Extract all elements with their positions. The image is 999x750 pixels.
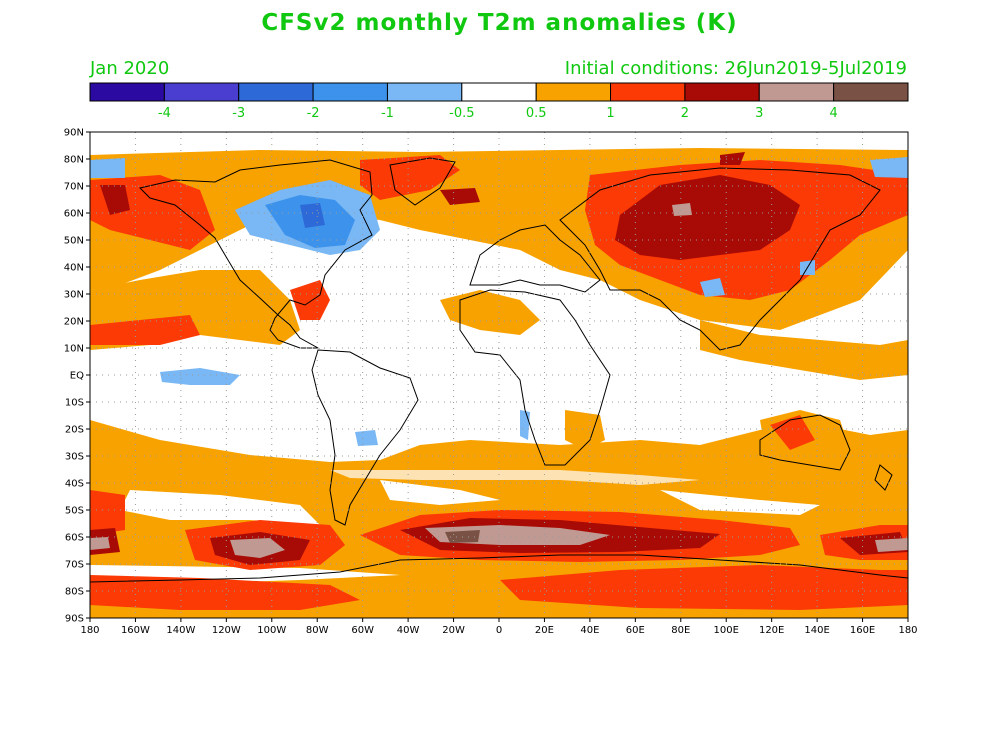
- map-grid: [90, 132, 908, 618]
- lat-tick-label: 60S: [65, 533, 84, 544]
- colorbar-label: -1: [381, 106, 394, 121]
- anomaly-band-darkblue: [300, 203, 325, 228]
- colorbar-swatch: [758, 82, 835, 102]
- lon-tick-label: 100W: [257, 625, 286, 636]
- colorbar-label: 1: [606, 106, 614, 121]
- lat-tick-label: 70N: [64, 182, 84, 193]
- lon-tick-label: 80W: [306, 625, 329, 636]
- lon-tick-label: 180: [80, 625, 99, 636]
- lat-tick-label: 80N: [64, 155, 84, 166]
- colorbar-label: 3: [755, 106, 763, 121]
- colorbar-swatch: [461, 82, 537, 102]
- colorbar-label: -0.5: [449, 106, 474, 121]
- lon-tick-label: 20E: [535, 625, 554, 636]
- colorbar-swatch: [684, 82, 760, 102]
- coast-europe: [469, 224, 601, 293]
- coast-north-america: [139, 159, 373, 349]
- colorbar-swatch: [535, 82, 612, 102]
- page-title: CFSv2 monthly T2m anomalies (K): [261, 10, 738, 36]
- colorbar-swatch: [89, 82, 165, 102]
- lat-tick-label: 90N: [64, 128, 84, 139]
- colorbar-label: 2: [681, 106, 689, 121]
- lat-tick-label: 40N: [64, 263, 84, 274]
- lon-tick-label: 60W: [351, 625, 374, 636]
- colorbar: -4 -3 -2 -1 -0.5 0.5 1 2 3 4: [89, 82, 909, 121]
- lon-tick-label: 140W: [166, 625, 195, 636]
- forecast-month: Jan 2020: [90, 58, 170, 79]
- colorbar-swatch: [833, 82, 909, 102]
- lon-tick-label: 140E: [804, 625, 829, 636]
- lat-tick-label: 50N: [64, 236, 84, 247]
- lat-tick-label: 50S: [65, 506, 84, 517]
- lat-tick-label: 90S: [65, 614, 84, 625]
- lon-tick-label: 0: [496, 625, 502, 636]
- colorbar-swatch: [386, 82, 463, 102]
- lat-tick-label: 30N: [64, 290, 84, 301]
- colorbar-label: -3: [232, 106, 245, 121]
- lat-tick-label: 60N: [64, 209, 84, 220]
- colorbar-label: -4: [158, 106, 171, 121]
- lat-tick-label: 70S: [65, 560, 84, 571]
- lat-tick-label: 20N: [64, 317, 84, 328]
- lon-tick-label: 80E: [671, 625, 690, 636]
- lon-tick-label: 180: [898, 625, 917, 636]
- lon-tick-label: 100E: [714, 625, 739, 636]
- lon-tick-label: 20W: [442, 625, 465, 636]
- coast-africa: [459, 289, 611, 466]
- lat-tick-label: EQ: [70, 371, 84, 382]
- initial-conditions: Initial conditions: 26Jun2019-5Jul2019: [564, 58, 907, 79]
- colorbar-label: -2: [307, 106, 320, 121]
- lon-tick-label: 60E: [626, 625, 645, 636]
- coast-new-zealand: [874, 464, 893, 491]
- lat-tick-label: 80S: [65, 587, 84, 598]
- lon-tick-label: 160W: [121, 625, 150, 636]
- colorbar-label: 0.5: [526, 106, 547, 121]
- coast-south-america: [311, 349, 419, 526]
- colorbar-swatch: [312, 82, 388, 102]
- lat-tick-label: 10N: [64, 344, 84, 355]
- lat-tick-label: 10S: [65, 398, 84, 409]
- coastlines: [90, 157, 908, 583]
- axis-ticks: 90N 80N 70N 60N 50N 40N 30N 20N 10N EQ 10S 20S 30S 40…: [64, 128, 918, 637]
- map-area: [90, 132, 908, 618]
- coast-greenland: [389, 157, 456, 206]
- colorbar-label: 4: [829, 106, 837, 121]
- lon-tick-label: 160E: [850, 625, 875, 636]
- colorbar-swatch: [163, 82, 240, 102]
- lat-tick-label: 20S: [65, 425, 84, 436]
- lon-tick-label: 40E: [580, 625, 599, 636]
- coast-antarctica: [90, 554, 908, 583]
- lon-tick-label: 40W: [397, 625, 420, 636]
- lat-tick-label: 30S: [65, 452, 84, 463]
- coast-australia: [759, 414, 851, 471]
- colorbar-swatch: [238, 82, 314, 102]
- anomaly-band-brown: [90, 203, 908, 558]
- coast-asia: [559, 167, 881, 351]
- colorbar-swatch: [610, 82, 686, 102]
- lat-tick-label: 40S: [65, 479, 84, 490]
- lon-tick-label: 120E: [759, 625, 784, 636]
- anomaly-band-neutral: [90, 470, 820, 585]
- lon-tick-label: 120W: [212, 625, 241, 636]
